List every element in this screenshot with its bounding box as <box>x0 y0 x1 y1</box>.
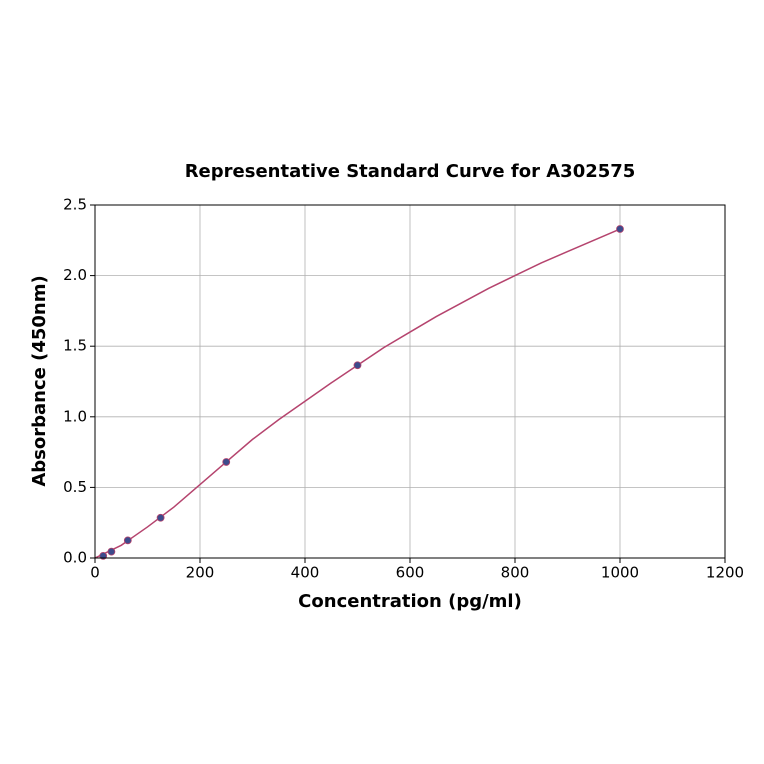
y-tick-label: 1.5 <box>63 337 87 355</box>
data-point <box>616 225 624 233</box>
data-point <box>222 458 231 466</box>
x-tick-label: 400 <box>291 564 320 582</box>
chart-title: Representative Standard Curve for A30257… <box>185 161 636 182</box>
plot-marks <box>94 225 624 560</box>
x-tick-label: 200 <box>186 564 215 582</box>
data-point <box>353 361 362 370</box>
y-axis-label: Absorbance (450nm) <box>29 275 50 486</box>
x-tick-label: 600 <box>396 564 425 582</box>
y-tick-label: 2.5 <box>63 196 87 214</box>
x-tick-label: 1000 <box>601 564 639 582</box>
y-tick-label: 1.0 <box>63 407 87 425</box>
y-tick-label: 2.0 <box>63 266 87 284</box>
x-axis-label: Concentration (pg/ml) <box>298 591 522 612</box>
y-tick-label: 0.5 <box>63 478 87 496</box>
y-tick-label: 0.0 <box>63 549 87 567</box>
data-point <box>156 513 165 522</box>
x-tick-label: 800 <box>501 564 530 582</box>
data-point <box>107 547 116 556</box>
x-tick-label: 0 <box>90 564 100 582</box>
x-tick-label: 1200 <box>706 564 744 582</box>
data-point <box>123 536 132 545</box>
